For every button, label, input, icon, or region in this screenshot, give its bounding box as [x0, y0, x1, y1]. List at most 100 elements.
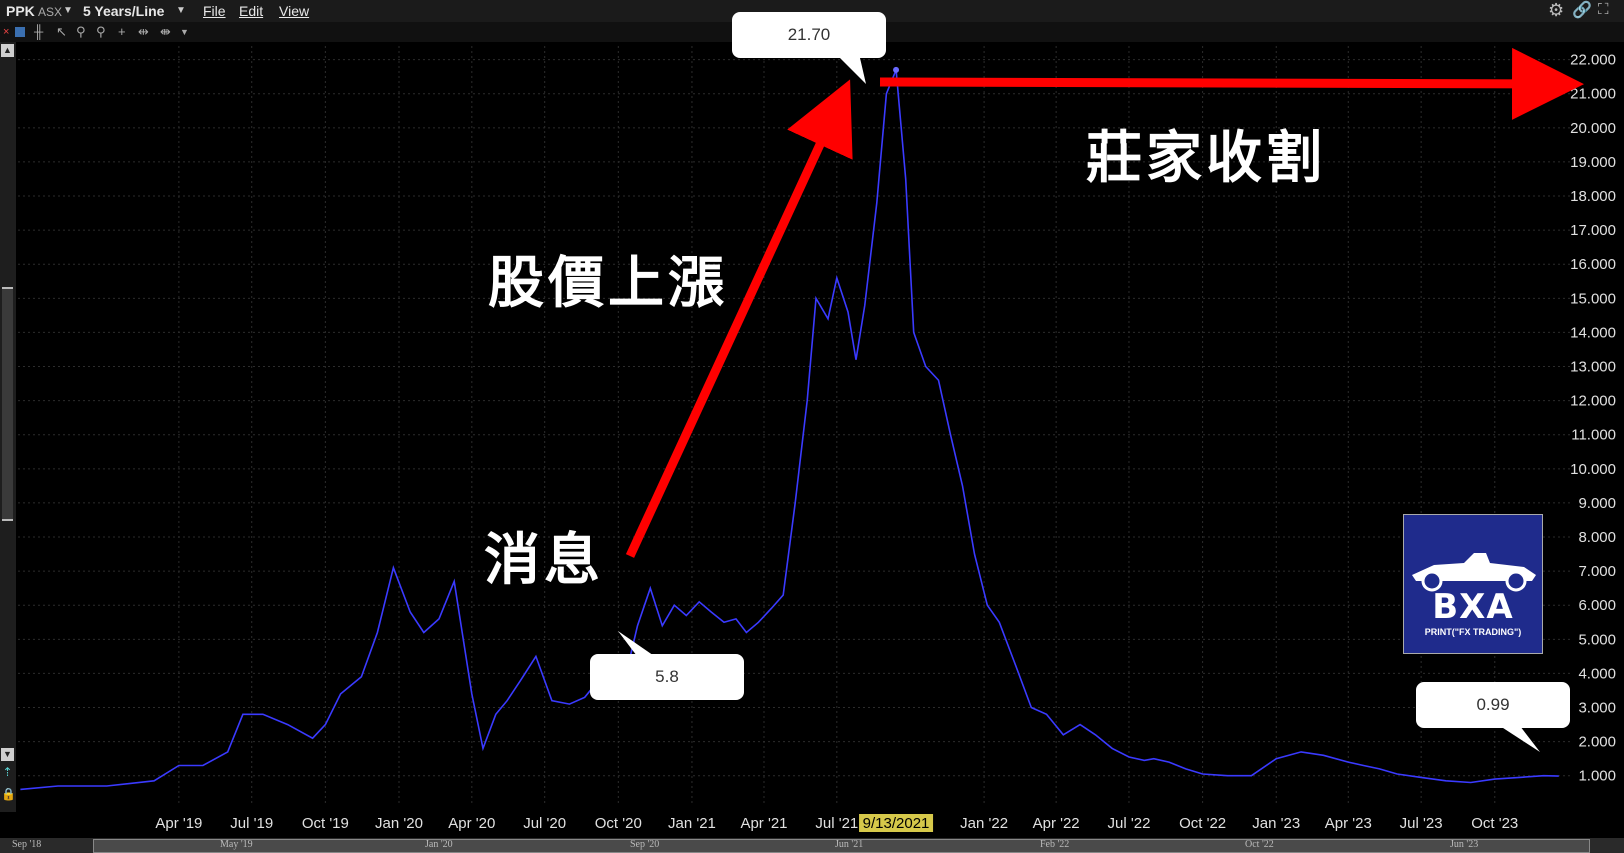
x-tick-label: Apr '20: [448, 815, 495, 832]
rise-text: 股價上漲: [488, 251, 728, 316]
scroll-down-button[interactable]: ▼: [1, 748, 14, 761]
menu-edit[interactable]: Edit: [239, 3, 264, 19]
x-tick-label: Oct '20: [595, 815, 642, 832]
y-tick-label: 20.000: [1570, 120, 1616, 137]
x-tick-label: Jul '21: [815, 815, 858, 832]
text-tool-icon[interactable]: [15, 27, 25, 37]
x-tick-label: Jul '23: [1400, 815, 1443, 832]
price-line: [20, 69, 1559, 791]
latest-price-value: 0.99: [1476, 695, 1510, 714]
pan-horizontal-icon[interactable]: ⇹: [138, 24, 149, 39]
y-tick-label: 21.000: [1570, 86, 1616, 103]
y-tick-label: 11.000: [1571, 427, 1616, 444]
highlight-date-bg: [859, 814, 934, 832]
period-dropdown-icon[interactable]: ▼: [176, 5, 186, 16]
x-tick-label: Oct '23: [1471, 815, 1518, 832]
gear-icon[interactable]: ⚙: [1548, 0, 1565, 20]
news-callout-pointer: [618, 631, 660, 660]
y-tick-label: 8.000: [1578, 529, 1616, 546]
news-callout: 5.8: [590, 654, 744, 700]
logo-name: BXA: [1432, 587, 1514, 627]
news-price-value: 5.8: [655, 667, 679, 686]
y-tick-label: 12.000: [1570, 393, 1616, 410]
y-tick-label: 19.000: [1570, 154, 1616, 171]
scroll-thumb[interactable]: [2, 287, 13, 521]
y-tick-label: 7.000: [1578, 563, 1616, 580]
x-tick-label: Apr '23: [1325, 815, 1372, 832]
crosshair-icon[interactable]: +: [118, 24, 126, 39]
toolbar-dropdown-icon[interactable]: ▼: [180, 27, 189, 37]
bxa-logo: BXA PRINT("FX TRADING"): [1403, 514, 1543, 654]
y-tick-label: 5.000: [1578, 631, 1616, 648]
vertical-scrollbar[interactable]: ▲ ▼ ⇡ 🔒: [0, 42, 16, 812]
x-tick-label: Apr '19: [155, 815, 202, 832]
highlight-date-label: 9/13/2021: [863, 815, 930, 832]
harvest-text: 莊家收割: [1086, 126, 1326, 191]
y-tick-label: 6.000: [1578, 597, 1616, 614]
latest-callout: 0.99: [1416, 682, 1570, 728]
navigator-label: Jun '23: [1450, 839, 1479, 850]
navigator-label: Sep '20: [630, 839, 660, 850]
x-tick-label: Oct '22: [1179, 815, 1226, 832]
y-tick-label: 9.000: [1578, 495, 1616, 512]
y-tick-label: 10.000: [1570, 461, 1616, 478]
y-tick-label: 2.000: [1578, 734, 1616, 751]
period-selector[interactable]: 5 Years/Line: [83, 3, 165, 19]
navigator-label: May '19: [220, 839, 253, 850]
symbol-dropdown-icon[interactable]: ▼: [63, 5, 73, 16]
y-tick-label: 14.000: [1570, 324, 1616, 341]
navigator-bar[interactable]: Sep '18 May '19 Jan '20 Sep '20 Jun '21 Feb '…: [0, 838, 1624, 853]
navigator-label: Jan '20: [425, 839, 453, 850]
y-tick-label: 22.000: [1570, 52, 1616, 69]
x-tick-label: Jan '22: [960, 815, 1008, 832]
x-axis: Apr '19 Jul '19 Oct '19 Jan '20 Apr '20 Jul '…: [155, 814, 1518, 832]
y-tick-label: 4.000: [1578, 665, 1616, 682]
lock-icon[interactable]: 🔒: [1, 787, 16, 801]
x-tick-label: Jan '20: [375, 815, 423, 832]
x-tick-label: Oct '19: [302, 815, 349, 832]
y-tick-label: 15.000: [1570, 290, 1616, 307]
zoom-in-icon[interactable]: ⚲: [76, 24, 86, 39]
logo-tagline: PRINT("FX TRADING"): [1424, 627, 1522, 637]
scroll-up-button[interactable]: ▲: [1, 44, 14, 57]
exchange-label[interactable]: ASX: [38, 5, 63, 19]
navigator-label: Feb '22: [1040, 839, 1070, 850]
navigator-label: Sep '18: [12, 839, 42, 850]
link-icon[interactable]: 🔗: [1572, 2, 1592, 19]
rise-arrow: [625, 79, 853, 558]
x-tick-label: Apr '21: [740, 815, 787, 832]
x-tick-label: Jul '22: [1108, 815, 1151, 832]
peak-callout: 21.70: [732, 12, 886, 58]
chart-grid: [18, 46, 1570, 803]
expand-icon[interactable]: ⛶: [1598, 1, 1609, 18]
y-tick-label: 17.000: [1570, 222, 1616, 239]
split-icon[interactable]: ⇼: [160, 24, 171, 39]
y-tick-label: 13.000: [1570, 359, 1616, 376]
title-bar: PPK ASX ▼ 5 Years/Line ▼ File Edit View …: [0, 0, 1624, 22]
menu-file[interactable]: File: [203, 3, 226, 19]
peak-value: 21.70: [787, 25, 831, 44]
x-tick-label: Apr '22: [1033, 815, 1080, 832]
right-panel: [1590, 42, 1624, 838]
symbol-label[interactable]: PPK: [6, 3, 35, 19]
peak-marker: [893, 66, 900, 73]
harvest-arrow: [879, 47, 1584, 120]
latest-callout-pointer: [1500, 726, 1540, 752]
y-tick-label: 18.000: [1570, 188, 1616, 205]
y-axis: 1.000 2.000 3.000 4.000 5.000 6.000 7.000 8.000…: [1570, 52, 1616, 785]
y-tick-label: 1.000: [1578, 768, 1616, 785]
race-car-icon: [1412, 553, 1536, 592]
bar-style-icon[interactable]: ╫: [34, 24, 44, 39]
x-tick-label: Jan '23: [1252, 815, 1300, 832]
pin-icon[interactable]: ⇡: [2, 765, 13, 779]
menu-view[interactable]: View: [279, 3, 310, 19]
pointer-icon[interactable]: ↖: [56, 24, 67, 39]
x-tick-label: Jul '19: [230, 815, 273, 832]
close-icon[interactable]: ×: [3, 26, 10, 38]
news-text: 消息: [484, 528, 604, 593]
navigator-label: Oct '22: [1245, 839, 1274, 850]
navigator-label: Jun '21: [835, 839, 864, 850]
zoom-out-icon[interactable]: ⚲: [96, 24, 106, 39]
x-tick-label: Jan '21: [668, 815, 716, 832]
